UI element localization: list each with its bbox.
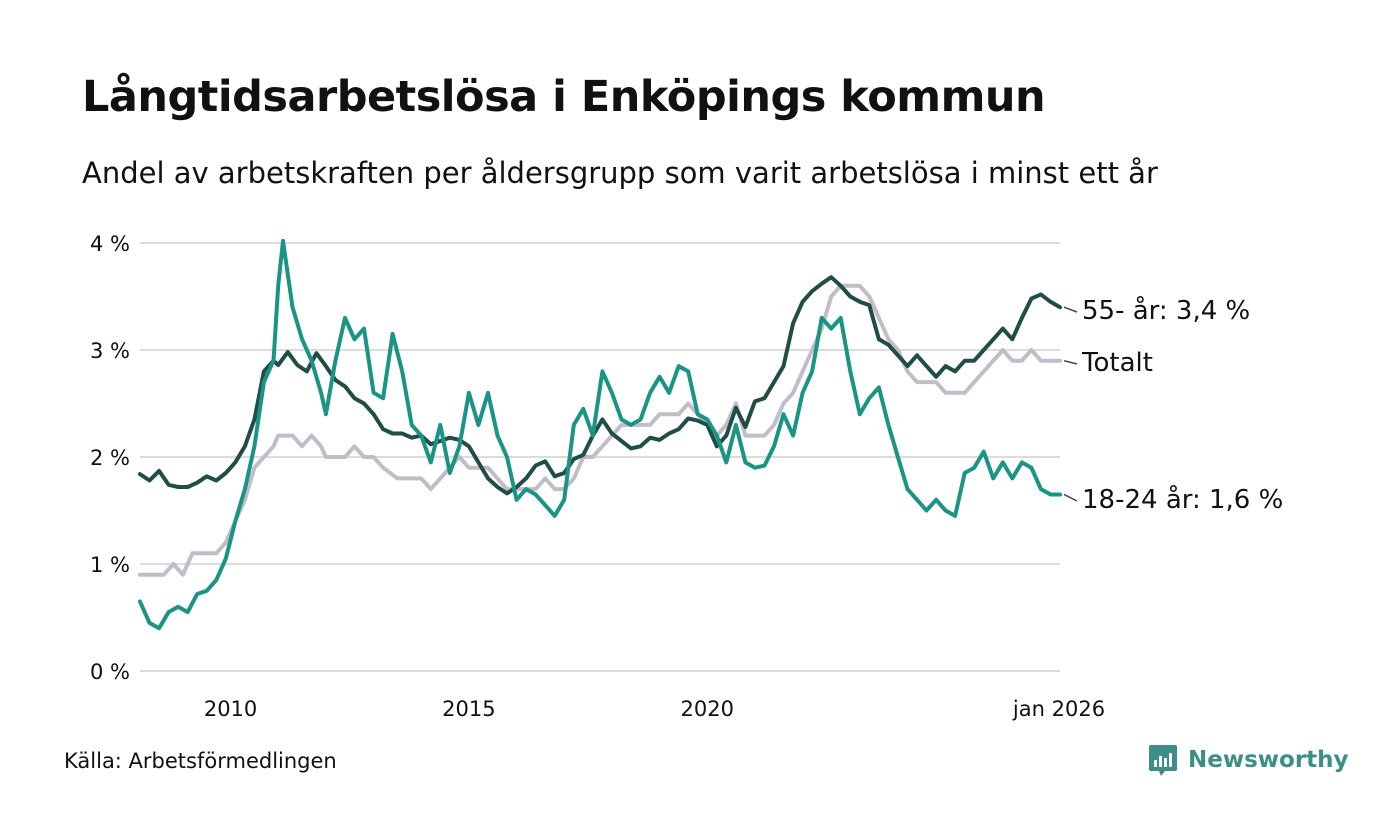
y-tick-label: 3 % [90,339,130,363]
source-note: Källa: Arbetsförmedlingen [64,749,337,773]
y-tick-label: 2 % [90,446,130,470]
brand-name: Newsworthy [1188,747,1349,773]
series-line [138,238,1062,631]
series-line [138,275,1062,496]
brand-logo: Newsworthy [1148,743,1349,777]
series-end-label: 55- år: 3,4 % [1082,295,1250,326]
chart-subtitle: Andel av arbetskraften per åldersgrupp s… [82,156,1158,190]
x-tick-label: 2020 [681,697,734,721]
series-end-labels: Totalt 55- år: 3,4 % 18-24 år: 1,6 % [1063,295,1283,515]
y-axis-ticks: 0 % 1 % 2 % 3 % 4 % [90,232,130,684]
series-end-label: 18-24 år: 1,6 % [1082,484,1283,515]
series-label-connector [1063,359,1078,365]
gridlines [140,242,1060,672]
y-tick-label: 1 % [90,553,130,577]
x-tick-label: 2010 [204,697,257,721]
x-tick-label: jan 2026 [1012,697,1105,721]
y-tick-label: 0 % [90,660,130,684]
series-line [138,283,1062,577]
series-end-label: Totalt [1081,348,1153,378]
x-axis-ticks: 2010 2015 2020 jan 2026 [204,697,1105,721]
series-lines [138,238,1062,631]
x-tick-label: 2015 [442,697,495,721]
bar-chart-icon [1149,745,1177,776]
series-label-connector [1063,493,1078,502]
y-tick-label: 4 % [90,232,130,256]
series-label-connector [1063,306,1078,313]
chart-title: Långtidsarbetslösa i Enköpings kommun [82,72,1046,122]
